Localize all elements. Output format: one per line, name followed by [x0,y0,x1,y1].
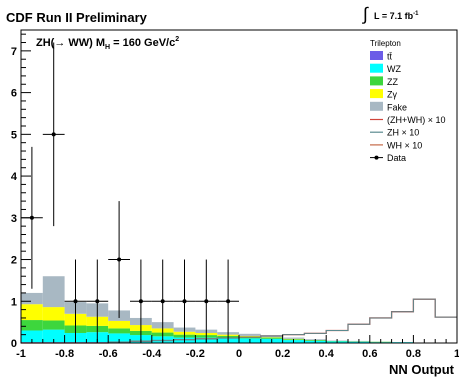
legend-swatch-0 [370,51,383,60]
legend-entry-8: Data [370,153,406,163]
legend: Trilepton tt̄ WZ ZZ Zγ Fake (ZH+WH) × 10 ZH × … [370,39,446,163]
data-marker-7 [182,299,187,304]
x-tick-label-1: -0.8 [55,348,74,360]
y-tick-label-0: 0 [11,338,17,350]
data-marker-1 [51,132,56,137]
legend-entry-7: WH × 10 [370,140,422,150]
legend-swatch-4 [370,101,383,111]
legend-label-2: ZZ [387,77,398,87]
y-tick-label-5: 5 [11,129,17,141]
integral-sign: ∫ [361,4,369,24]
x-axis-label: NN Output [389,362,455,377]
legend-label-7: WH × 10 [387,140,422,150]
bar-z-4 [108,320,130,329]
bar-z-1 [42,307,65,321]
lumi-text: L = 7.1 fb-1 [374,11,419,21]
x-tick-label-6: 0.2 [275,348,290,360]
plot-title: ZH(→ WW) MH = 160 GeV/c2 [36,36,179,51]
data-marker-0 [29,215,34,220]
legend-entry-6: ZH × 10 [370,128,419,138]
x-tick-label-0: -1 [16,348,26,360]
x-tick-label-3: -0.4 [142,348,162,360]
legend-label-6: ZH × 10 [387,128,419,138]
legend-label-1: WZ [387,64,401,74]
data-point-3 [86,259,109,343]
legend-swatch-3 [370,89,383,99]
legend-entry-0: tt̄ [370,51,393,62]
legend-entry-5: (ZH+WH) × 10 [370,115,446,125]
legend-swatch-2 [370,76,383,86]
data-point-2 [64,259,87,343]
axes-layer: -1 -0.8 -0.6 -0.4 -0.2 0 0.2 0.4 0.6 0.8 1 0 1 2 3 4 5 6 7 [11,29,459,360]
x-tick-label-2: -0.6 [99,348,118,360]
x-tick-label-8: 0.6 [362,348,377,360]
bar-fake-1 [42,276,65,308]
bar-fake-10 [239,333,261,336]
legend-label-4: Fake [387,102,407,112]
data-marker-6 [160,299,165,304]
legend-entry-2: ZZ [370,76,398,87]
legend-label-0: tt̄ [387,52,393,62]
lumi-label: ∫ L = 7.1 fb-1 [361,4,419,24]
x-tick-label-5: 0 [236,348,242,360]
y-tick-label-6: 6 [11,88,17,100]
chart-header-left: CDF Run II Preliminary [6,10,148,25]
bar-zz-4 [108,328,130,334]
data-point-5 [130,259,152,343]
y-tick-label-4: 4 [11,171,18,183]
x-tick-label-9: 0.8 [406,348,421,360]
legend-entry-3: Zγ [370,89,397,100]
legend-swatch-1 [370,63,383,73]
y-tick-label-2: 2 [11,255,17,267]
legend-marker-dot-8 [374,155,379,160]
bar-wz-0 [21,330,43,343]
data-point-8 [195,259,218,343]
bar-zz-11 [260,337,283,339]
data-marker-4 [117,257,122,262]
bar-zz-0 [21,320,43,331]
bar-z-10 [239,335,261,337]
data-marker-9 [226,299,231,304]
bar-wz-1 [42,329,65,343]
data-point-6 [151,259,174,343]
data-point-4 [108,201,130,318]
legend-label-5: (ZH+WH) × 10 [387,115,446,125]
bar-wz-4 [108,333,130,343]
legend-entry-1: WZ [370,63,401,74]
plot-layer [21,42,457,344]
bar-fake-12 [282,337,305,339]
data-point-1 [42,42,65,227]
data-marker-3 [95,299,100,304]
data-marker-5 [138,299,143,304]
data-marker-2 [73,299,78,304]
y-tick-label-3: 3 [11,213,17,225]
x-tick-label-4: -0.2 [186,348,205,360]
data-point-7 [173,259,196,343]
y-tick-label-7: 7 [11,46,17,58]
legend-label-3: Zγ [387,90,397,100]
bar-z-0 [21,304,43,321]
legend-header: Trilepton [370,39,401,48]
bar-fake-0 [21,292,43,305]
bar-zz-1 [42,320,65,330]
x-tick-label-7: 0.4 [319,348,335,360]
x-tick-label-10: 1 [454,348,459,360]
legend-label-8: Data [387,153,406,163]
data-point-9 [217,259,239,343]
legend-entry-4: Fake [370,101,407,112]
data-marker-8 [204,299,209,304]
y-tick-label-1: 1 [11,296,17,308]
